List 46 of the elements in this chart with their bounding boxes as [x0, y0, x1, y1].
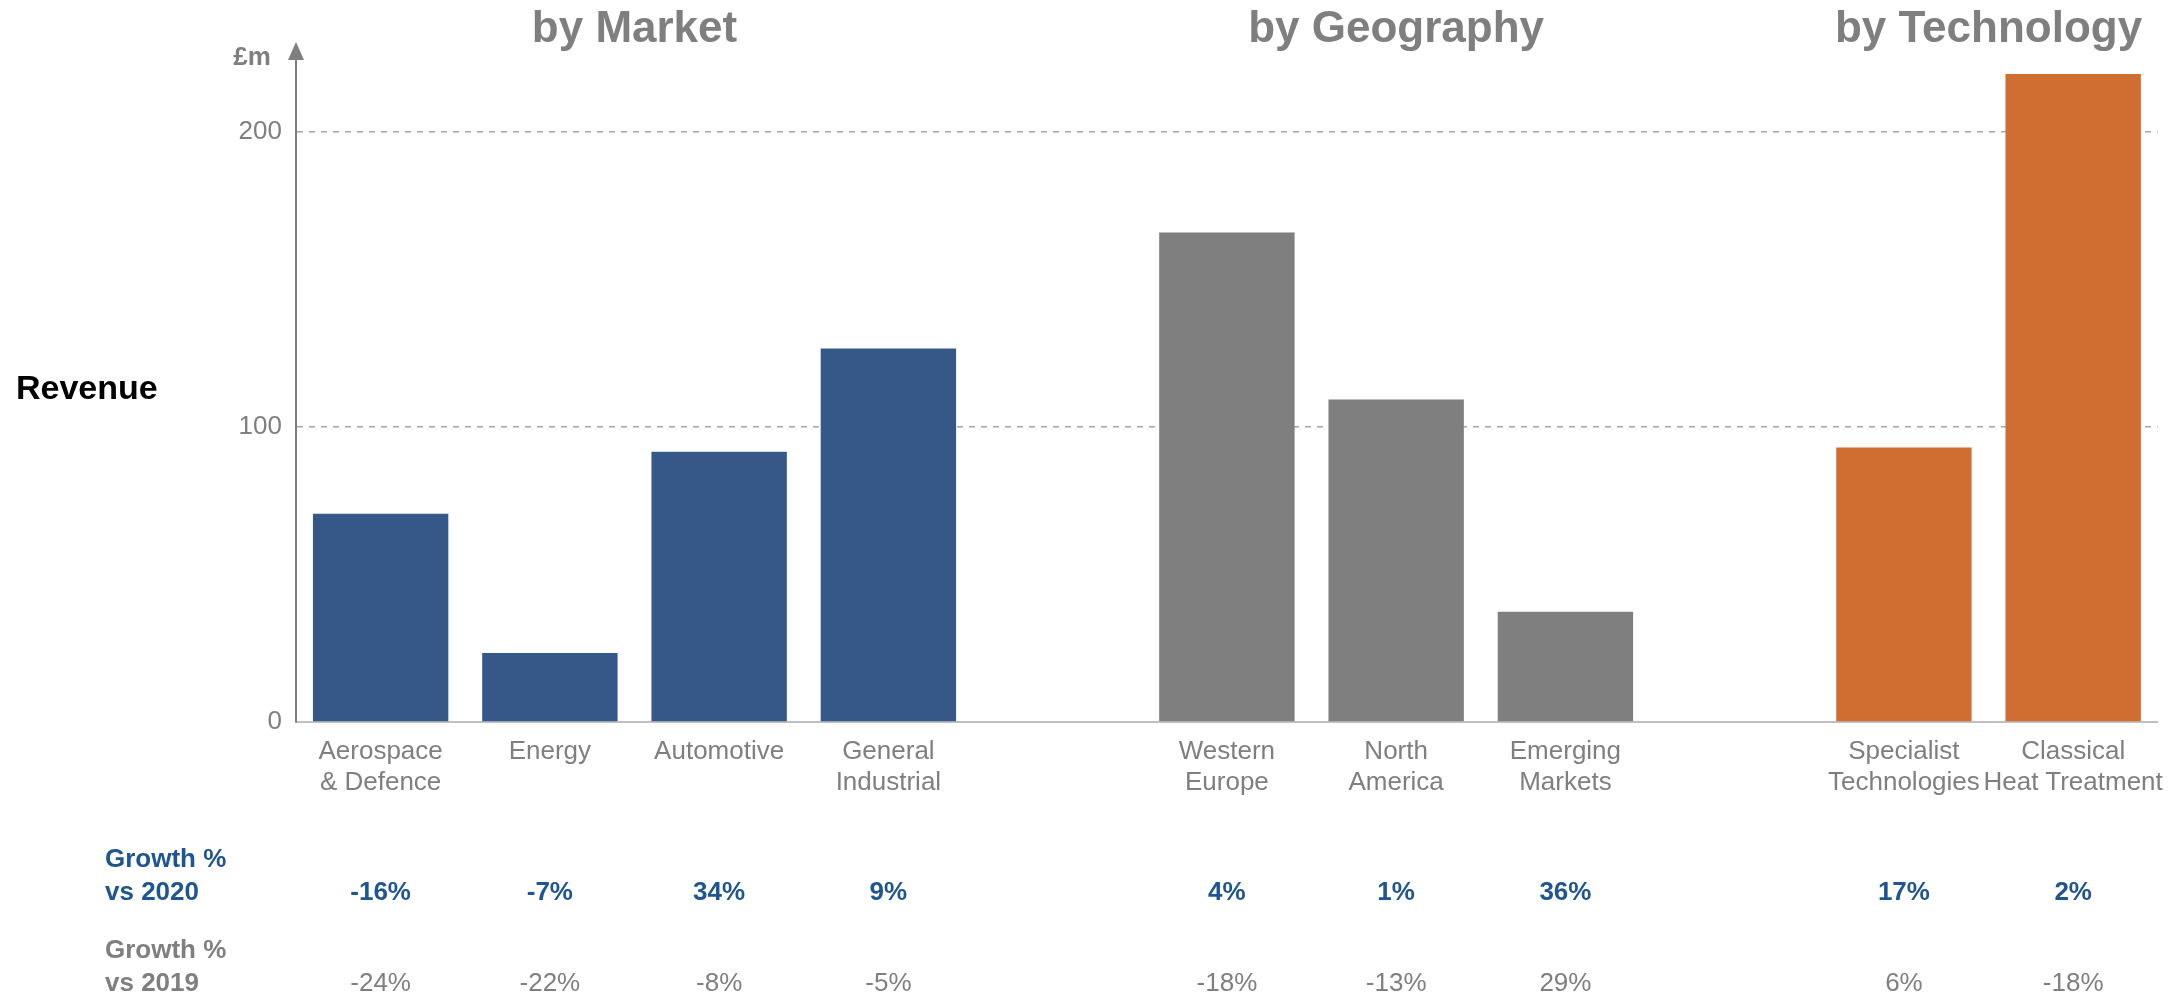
text: -5% — [865, 967, 912, 998]
text: -22% — [519, 967, 581, 998]
y-tick-label: 100 — [238, 410, 282, 441]
text: 17% — [1877, 876, 1930, 907]
text: 2% — [2054, 876, 2092, 907]
bar — [1497, 611, 1634, 722]
y-tick-label: 200 — [238, 114, 282, 145]
x-tick-label: Classical Heat Treatment — [1983, 734, 2164, 796]
bar — [651, 451, 787, 722]
x-tick-label: Energy — [508, 734, 592, 765]
x-tick-label: Aerospace & Defence — [318, 734, 443, 796]
bar — [1836, 447, 1972, 722]
bar — [1159, 232, 1295, 722]
y-axis-title: Revenue — [16, 368, 158, 407]
text: -18% — [1196, 967, 1258, 998]
text: by Market — [531, 2, 738, 52]
x-tick-label: General Industrial — [835, 734, 942, 796]
text: by Geography — [1248, 2, 1545, 52]
text: 29% — [1539, 967, 1592, 998]
x-tick-label: Western Europe — [1178, 734, 1276, 796]
text: by Technology — [1834, 2, 2143, 52]
text: -18% — [2042, 967, 2104, 998]
bar — [2005, 73, 2141, 722]
bar — [820, 348, 957, 722]
y-tick-label: 0 — [267, 705, 282, 736]
text: -24% — [350, 967, 411, 998]
text: Growth % vs 2020 — [105, 843, 227, 907]
text: 9% — [869, 876, 908, 907]
text: -7% — [526, 876, 574, 907]
text: Growth % vs 2019 — [105, 934, 227, 998]
x-tick-label: Automotive — [654, 734, 785, 765]
text: 34% — [693, 876, 746, 907]
text: 36% — [1539, 876, 1592, 907]
text: 4% — [1208, 876, 1246, 907]
text: -13% — [1365, 967, 1427, 998]
text: 1% — [1377, 876, 1415, 907]
bar — [482, 652, 618, 722]
bar — [1328, 399, 1464, 722]
text: -8% — [696, 967, 743, 998]
bar — [312, 513, 449, 722]
x-tick-label: North America — [1348, 734, 1445, 796]
x-tick-label: Emerging Markets — [1509, 734, 1622, 796]
text: 6% — [1885, 967, 1923, 998]
text: -16% — [350, 876, 411, 907]
text: £m — [233, 41, 271, 72]
x-tick-label: Specialist Technologies — [1828, 734, 1980, 796]
